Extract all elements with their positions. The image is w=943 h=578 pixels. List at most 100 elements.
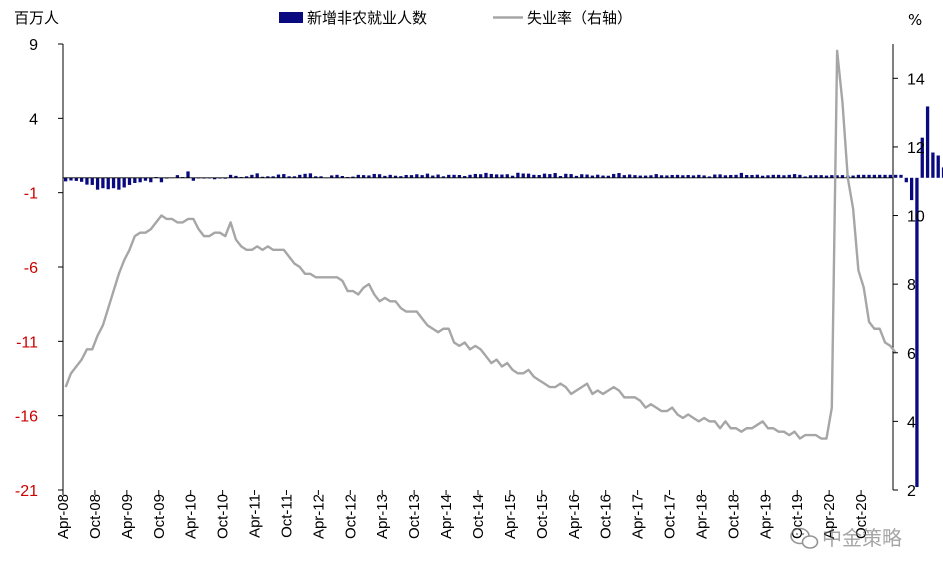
bar (473, 173, 477, 178)
bar (69, 177, 73, 181)
bar (915, 177, 919, 488)
bar (782, 175, 786, 178)
bar (441, 176, 446, 178)
bar (867, 174, 871, 178)
bar (372, 173, 376, 178)
bar-series (64, 106, 943, 488)
x-tick-label: Oct-09 (151, 494, 168, 539)
x-tick-label: Oct-20 (853, 494, 870, 539)
bar (856, 174, 861, 178)
bar (367, 175, 371, 178)
bar (521, 173, 525, 178)
bar (542, 173, 547, 178)
bar (883, 174, 887, 178)
legend-swatch-bar (279, 12, 303, 23)
bar (909, 177, 914, 201)
bar (340, 176, 344, 178)
y-left-tick-label: 4 (29, 111, 38, 128)
bar (319, 176, 323, 178)
bar (590, 175, 595, 178)
bar (803, 176, 807, 178)
bar (74, 177, 78, 181)
bar (941, 167, 943, 178)
bar (755, 174, 759, 178)
bar (766, 175, 770, 178)
bar (292, 176, 297, 178)
bar (808, 175, 813, 178)
y-right-tick-label: 12 (907, 140, 925, 157)
bar (409, 175, 414, 178)
y-right-ticks: 14 12 10 8 6 4 2 (893, 71, 925, 500)
bar (500, 174, 504, 178)
bar (649, 175, 653, 178)
x-tick-label: Apr-12 (310, 494, 327, 539)
bar (101, 177, 105, 189)
watermark-text: 中金策略 (822, 526, 902, 550)
bar (457, 174, 462, 178)
x-tick-label: Oct-16 (598, 494, 615, 539)
bar (606, 175, 610, 178)
y-right-tick-label: 10 (907, 209, 925, 226)
bar (670, 174, 674, 178)
bar (564, 173, 568, 178)
bar (234, 175, 238, 178)
bar (925, 106, 930, 178)
bar (681, 175, 685, 178)
x-tick-label: Apr-18 (693, 494, 710, 539)
bar (106, 177, 110, 190)
bar (798, 174, 802, 178)
bar (516, 172, 520, 178)
legend-label-line: 失业率（右轴） (527, 9, 632, 27)
bar (835, 175, 839, 178)
bar (138, 177, 142, 183)
bar (468, 174, 472, 178)
bar (287, 176, 291, 178)
bar (79, 177, 84, 182)
bar (415, 174, 419, 178)
bar (377, 174, 382, 178)
bar (361, 175, 366, 178)
legend-label-bar: 新增非农就业人数 (307, 9, 427, 27)
x-tick-label: Apr-20 (821, 494, 838, 539)
bar (894, 174, 898, 178)
bar (936, 155, 940, 178)
bar (351, 176, 355, 178)
bar (745, 174, 749, 178)
bar (510, 175, 515, 178)
bar (244, 176, 249, 178)
bar (851, 175, 855, 178)
bar (904, 177, 908, 183)
x-tick-label: Oct-08 (87, 494, 104, 539)
bar (574, 175, 579, 178)
bar (617, 173, 621, 178)
bar (585, 174, 589, 178)
y-left-ticks: 9 4 -1 -6 -11 -16 -21 (15, 37, 63, 500)
y-right-title: % (908, 11, 922, 29)
bar (824, 175, 829, 178)
bar (149, 177, 153, 183)
bar (393, 175, 398, 178)
bar (494, 174, 499, 178)
x-tick-label: Oct-15 (534, 494, 551, 539)
bar (596, 174, 600, 178)
bar (505, 174, 509, 178)
bar (691, 175, 696, 178)
bar (654, 174, 658, 178)
watermark: 中金策略 (790, 526, 902, 550)
bar (303, 173, 307, 178)
bar (633, 175, 637, 178)
y-left-tick-label: -16 (15, 409, 38, 426)
x-tick-label: Oct-11 (278, 494, 295, 538)
x-tick-label: Apr-09 (119, 494, 136, 539)
bar (420, 175, 424, 178)
bar (212, 177, 217, 180)
bar (127, 177, 132, 185)
bar (452, 174, 456, 178)
bar (122, 177, 126, 188)
x-tick-label: Oct-10 (215, 494, 232, 539)
bar (191, 177, 195, 181)
bar (580, 174, 584, 178)
x-tick-label: Apr-16 (566, 494, 583, 539)
bar (537, 174, 541, 178)
